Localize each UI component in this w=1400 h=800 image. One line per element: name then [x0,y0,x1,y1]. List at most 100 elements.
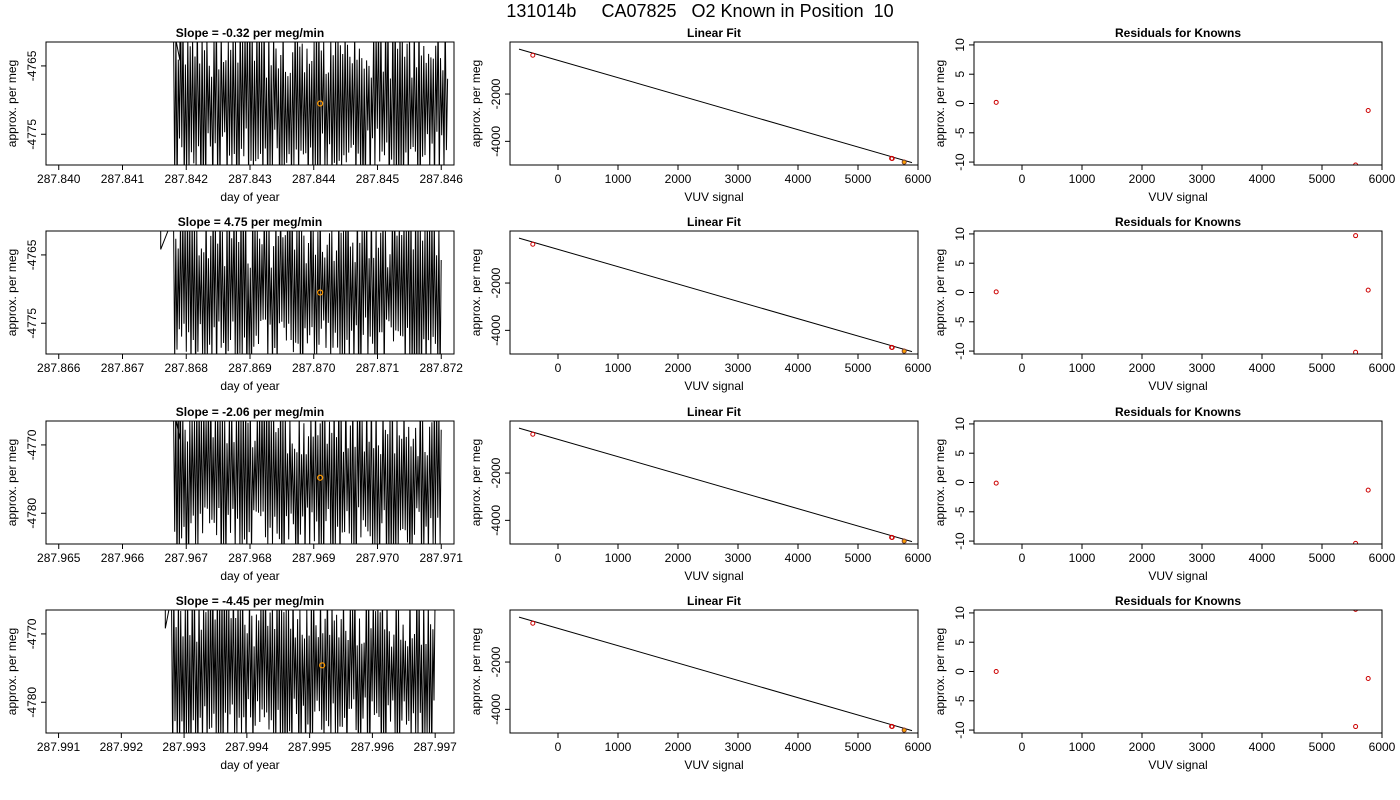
plot-frame [45,41,455,166]
y-tick-label: -2000 [489,646,503,677]
x-tick-label: 4000 [1249,551,1276,565]
x-axis-label: day of year [220,379,279,393]
x-tick-label: 287.870 [292,361,336,375]
data-point [993,289,999,295]
x-tick-label: 2000 [1129,551,1156,565]
plot-area [164,610,436,733]
data-point [1353,724,1359,730]
y-axis-label: approx. per meg [469,249,483,336]
y-tick-label: -4000 [489,694,503,725]
x-tick-label: 5000 [1309,172,1336,186]
y-tick-label: -4775 [25,119,39,150]
y-tick-label: -10 [953,721,967,739]
fit-line [518,616,913,732]
x-tick-label: 287.993 [162,740,206,754]
y-tick-label: 10 [953,38,967,52]
x-tick-label: 0 [1019,361,1026,375]
x-tick-label: 2000 [665,551,692,565]
x-tick-label: 2000 [1129,361,1156,375]
x-tick-label: 287.868 [165,361,209,375]
y-tick-label: -2000 [489,457,503,488]
highlight-point [901,727,907,733]
fit-line [518,427,913,543]
x-tick-label: 5000 [1309,361,1336,375]
x-tick-label: 4000 [1249,740,1276,754]
x-tick-label: 2000 [665,740,692,754]
y-axis-label: approx. per meg [5,628,19,715]
x-tick-label: 287.971 [420,551,464,565]
x-tick-label: 287.846 [420,172,464,186]
panel-linear-fit-2: Linear Fit VUV signal approx. per meg 0 1000… [469,405,932,583]
x-axis-label: day of year [220,190,279,204]
y-tick-label: -10 [953,342,967,360]
y-tick-label: -4765 [25,50,39,81]
x-tick-label: 6000 [905,172,932,186]
plot-frame [973,609,1383,734]
data-point [1353,349,1359,354]
x-tick-label: 4000 [785,551,812,565]
x-tick-label: 0 [1019,172,1026,186]
data-point [993,99,999,105]
y-tick-label: 5 [953,260,967,267]
panel-residuals-3: Residuals for Knowns VUV signal approx. pe… [933,594,1396,772]
y-axis-label: approx. per meg [5,60,19,147]
x-tick-label: 287.967 [165,551,209,565]
x-tick-label: 1000 [1069,361,1096,375]
data-point [1353,610,1359,612]
panel-time-series-3: Slope = -4.45 per meg/min day of year appr… [5,594,457,772]
x-tick-label: 4000 [1249,361,1276,375]
x-tick-label: 0 [1019,740,1026,754]
x-tick-label: 5000 [1309,551,1336,565]
data-point [889,155,895,161]
x-tick-label: 287.994 [225,740,269,754]
x-tick-label: 1000 [605,551,632,565]
panel-time-series-0: Slope = -0.32 per meg/min day of year appr… [5,26,464,204]
panel-linear-fit-1: Linear Fit VUV signal approx. per meg 0 1000… [469,215,932,393]
x-tick-label: 6000 [1369,361,1396,375]
x-tick-label: 287.992 [100,740,144,754]
y-tick-label: -4000 [489,315,503,346]
y-tick-label: 0 [953,479,967,486]
x-tick-label: 287.866 [37,361,81,375]
x-axis-label: VUV signal [1148,190,1207,204]
panel-linear-fit-0: Linear Fit VUV signal approx. per meg 0 1000… [469,26,932,204]
y-axis-label: approx. per meg [933,628,947,715]
data-point [1353,162,1359,165]
panel-title: Slope = -2.06 per meg/min [176,405,324,419]
y-tick-label: 0 [953,668,967,675]
x-tick-label: 3000 [1189,361,1216,375]
y-axis-label: approx. per meg [933,60,947,147]
plot-frame [973,420,1383,545]
x-tick-label: 287.968 [228,551,272,565]
x-tick-label: 287.965 [37,551,81,565]
y-tick-label: 5 [953,71,967,78]
plot-frame [973,41,1383,166]
y-tick-label: -5 [953,127,967,138]
plot-area [518,616,913,733]
panel-title: Linear Fit [687,215,741,229]
x-axis-label: VUV signal [1148,758,1207,772]
mean-marker [317,289,324,296]
y-tick-label: 5 [953,639,967,646]
x-tick-label: 6000 [1369,172,1396,186]
x-tick-label: 0 [1019,551,1026,565]
y-tick-label: -4770 [25,429,39,460]
plot-area [160,231,442,354]
x-axis-label: VUV signal [684,190,743,204]
y-tick-label: -4000 [489,126,503,157]
x-tick-label: 1000 [1069,740,1096,754]
x-tick-label: 4000 [785,361,812,375]
panel-linear-fit-3: Linear Fit VUV signal approx. per meg 0 1000… [469,594,932,772]
plot-area [173,42,449,165]
x-tick-label: 4000 [785,172,812,186]
panel-title: Linear Fit [687,26,741,40]
y-axis-label: approx. per meg [5,249,19,336]
data-point [530,620,536,626]
data-point [1365,108,1371,114]
x-tick-label: 287.872 [420,361,464,375]
x-tick-label: 2000 [1129,740,1156,754]
panel-title: Residuals for Knowns [1115,594,1241,608]
panel-time-series-1: Slope = 4.75 per meg/min day of year appro… [5,215,464,393]
x-tick-label: 5000 [845,740,872,754]
x-tick-label: 287.867 [101,361,145,375]
